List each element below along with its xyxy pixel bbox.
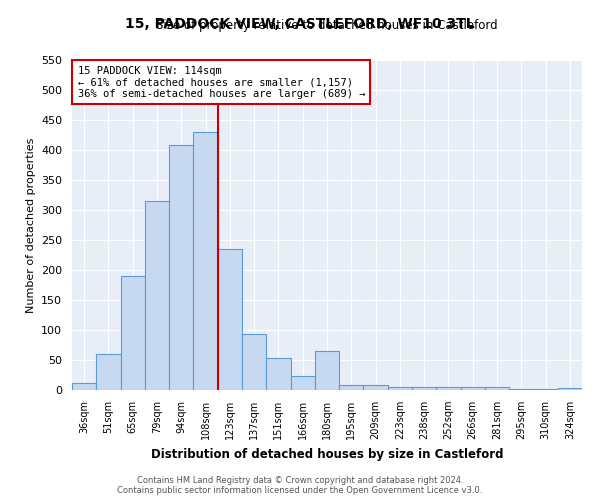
- Bar: [339, 384, 364, 390]
- Title: Size of property relative to detached houses in Castleford: Size of property relative to detached ho…: [156, 20, 498, 32]
- Y-axis label: Number of detached properties: Number of detached properties: [26, 138, 35, 312]
- Bar: [533, 389, 558, 390]
- Bar: [145, 201, 169, 390]
- Bar: [72, 383, 96, 390]
- Bar: [412, 387, 436, 390]
- Bar: [436, 387, 461, 390]
- Bar: [169, 145, 193, 390]
- Bar: [315, 351, 339, 390]
- Bar: [242, 334, 266, 390]
- Bar: [364, 384, 388, 390]
- Bar: [193, 132, 218, 390]
- X-axis label: Distribution of detached houses by size in Castleford: Distribution of detached houses by size …: [151, 448, 503, 460]
- Bar: [290, 376, 315, 390]
- Bar: [388, 387, 412, 390]
- Bar: [266, 358, 290, 390]
- Text: Contains HM Land Registry data © Crown copyright and database right 2024.
Contai: Contains HM Land Registry data © Crown c…: [118, 476, 482, 495]
- Bar: [218, 249, 242, 390]
- Text: 15, PADDOCK VIEW, CASTLEFORD, WF10 3TL: 15, PADDOCK VIEW, CASTLEFORD, WF10 3TL: [125, 18, 475, 32]
- Bar: [558, 388, 582, 390]
- Bar: [96, 354, 121, 390]
- Text: 15 PADDOCK VIEW: 114sqm
← 61% of detached houses are smaller (1,157)
36% of semi: 15 PADDOCK VIEW: 114sqm ← 61% of detache…: [77, 66, 365, 99]
- Bar: [509, 389, 533, 390]
- Bar: [485, 387, 509, 390]
- Bar: [461, 387, 485, 390]
- Bar: [121, 276, 145, 390]
